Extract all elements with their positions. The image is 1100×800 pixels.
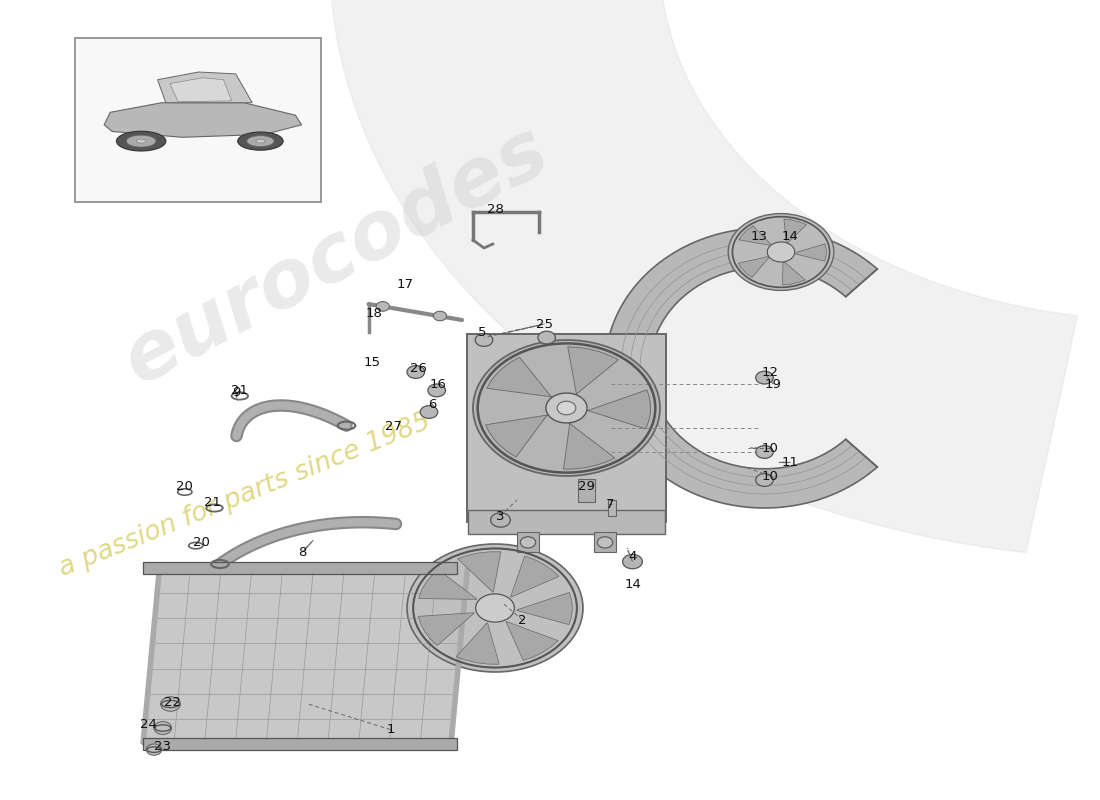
Polygon shape	[419, 570, 476, 599]
Text: 9: 9	[232, 386, 241, 398]
Polygon shape	[143, 568, 468, 744]
Bar	[517, 532, 539, 552]
Ellipse shape	[238, 132, 283, 150]
Polygon shape	[563, 422, 615, 469]
Text: 29: 29	[578, 480, 595, 493]
Polygon shape	[608, 500, 616, 516]
Polygon shape	[784, 219, 806, 242]
Polygon shape	[485, 414, 548, 457]
Text: 27: 27	[385, 420, 403, 433]
Polygon shape	[418, 613, 474, 646]
Circle shape	[420, 406, 438, 418]
Text: 6: 6	[428, 398, 437, 410]
Circle shape	[473, 340, 660, 476]
FancyBboxPatch shape	[466, 334, 666, 522]
Circle shape	[407, 366, 425, 378]
Circle shape	[557, 401, 576, 414]
Circle shape	[756, 371, 773, 384]
Text: 1: 1	[386, 723, 395, 736]
Polygon shape	[568, 347, 618, 395]
Text: 18: 18	[365, 307, 383, 320]
Circle shape	[728, 214, 834, 290]
Text: 19: 19	[764, 378, 782, 390]
Text: 15: 15	[363, 356, 381, 369]
Text: 13: 13	[750, 230, 768, 242]
Text: 22: 22	[164, 696, 182, 709]
Circle shape	[161, 697, 180, 711]
Text: 3: 3	[496, 510, 505, 522]
FancyBboxPatch shape	[469, 510, 664, 534]
Text: 28: 28	[486, 203, 504, 216]
Polygon shape	[169, 78, 232, 102]
Text: eurocodes: eurocodes	[110, 111, 562, 401]
Circle shape	[491, 513, 510, 527]
Circle shape	[428, 384, 446, 397]
Text: 12: 12	[761, 366, 779, 378]
Bar	[594, 532, 616, 552]
Text: 20: 20	[176, 480, 194, 493]
Circle shape	[376, 302, 389, 311]
Bar	[143, 738, 456, 750]
Polygon shape	[104, 102, 301, 138]
Polygon shape	[605, 228, 878, 508]
Circle shape	[407, 544, 583, 672]
Circle shape	[546, 393, 587, 423]
Text: 14: 14	[781, 230, 799, 242]
Text: a passion for parts since 1985: a passion for parts since 1985	[55, 409, 435, 582]
Circle shape	[146, 744, 162, 755]
Text: 7: 7	[606, 498, 615, 510]
Text: 4: 4	[628, 550, 637, 562]
Text: 10: 10	[761, 470, 779, 482]
Ellipse shape	[126, 135, 156, 147]
Polygon shape	[739, 226, 771, 246]
Ellipse shape	[136, 139, 146, 143]
Circle shape	[768, 242, 794, 262]
Text: 20: 20	[192, 536, 210, 549]
Circle shape	[756, 446, 773, 458]
Text: 24: 24	[140, 718, 157, 730]
Circle shape	[623, 554, 642, 569]
Circle shape	[475, 334, 493, 346]
Polygon shape	[782, 262, 805, 285]
Bar	[143, 562, 456, 574]
Polygon shape	[506, 622, 558, 661]
Polygon shape	[510, 556, 559, 597]
Circle shape	[538, 331, 556, 344]
Text: 5: 5	[477, 326, 486, 338]
Polygon shape	[517, 593, 572, 625]
Text: 2: 2	[518, 614, 527, 626]
Text: 21: 21	[204, 496, 221, 509]
Text: 21: 21	[231, 384, 249, 397]
Polygon shape	[738, 257, 769, 278]
Text: 23: 23	[154, 740, 172, 753]
Text: 16: 16	[429, 378, 447, 390]
Text: 26: 26	[409, 362, 427, 374]
Text: 25: 25	[536, 318, 553, 330]
Circle shape	[433, 311, 447, 321]
Circle shape	[475, 594, 515, 622]
Ellipse shape	[117, 131, 166, 151]
Circle shape	[597, 537, 613, 548]
Polygon shape	[157, 72, 252, 102]
Circle shape	[154, 722, 172, 734]
Text: 17: 17	[396, 278, 414, 290]
Polygon shape	[586, 390, 650, 429]
Bar	[578, 479, 595, 502]
Text: 14: 14	[624, 578, 641, 590]
Text: 8: 8	[298, 546, 307, 558]
Polygon shape	[330, 0, 1078, 553]
Polygon shape	[795, 244, 826, 261]
Polygon shape	[458, 552, 500, 592]
Circle shape	[520, 537, 536, 548]
Text: 11: 11	[781, 456, 799, 469]
Polygon shape	[487, 358, 552, 398]
Ellipse shape	[246, 136, 274, 146]
Polygon shape	[456, 623, 499, 664]
Text: 10: 10	[761, 442, 779, 454]
FancyBboxPatch shape	[75, 38, 321, 202]
Circle shape	[756, 474, 773, 486]
Ellipse shape	[256, 139, 265, 143]
